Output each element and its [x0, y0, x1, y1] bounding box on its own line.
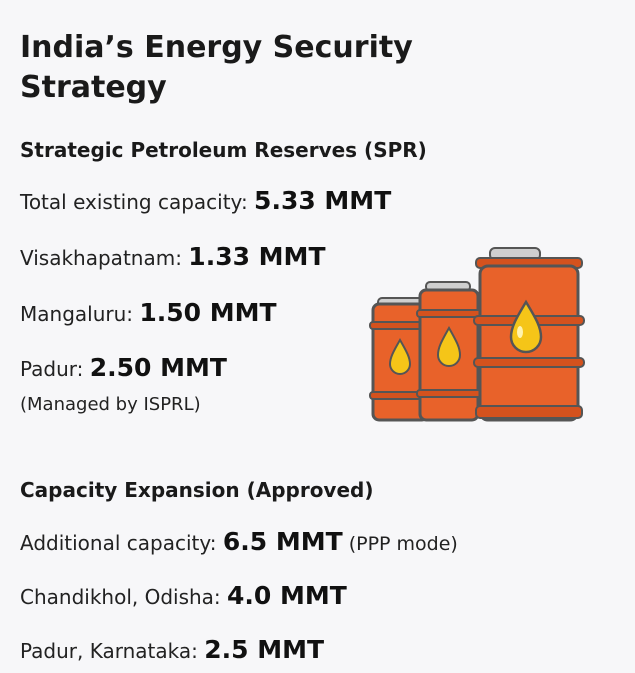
- spr-item-visakhapatnam: Visakhapatnam: 1.33 MMT: [20, 242, 326, 271]
- expansion-heading: Capacity Expansion (Approved): [20, 478, 374, 502]
- spr-item-label: Padur:: [20, 357, 90, 381]
- expansion-item-value: 2.5 MMT: [204, 635, 325, 664]
- page-title: India’s Energy Security Strategy: [20, 30, 413, 105]
- expansion-additional-row: Additional capacity: 6.5 MMT (PPP mode): [20, 527, 458, 556]
- spr-total-value: 5.33 MMT: [254, 186, 392, 215]
- spr-item-label: Mangaluru:: [20, 302, 140, 326]
- spr-item-mangaluru: Mangaluru: 1.50 MMT: [20, 298, 277, 327]
- expansion-item-value: 4.0 MMT: [227, 581, 347, 610]
- barrel-middle-icon: [416, 281, 482, 422]
- oil-barrels-icon: [368, 240, 593, 429]
- managed-note: (Managed by ISPRL): [20, 394, 201, 415]
- expansion-additional-value: 6.5 MMT: [222, 527, 343, 556]
- expansion-item-chandikhol: Chandikhol, Odisha: 4.0 MMT: [20, 581, 347, 610]
- expansion-additional-note: (PPP mode): [342, 533, 458, 555]
- expansion-item-label: Chandikhol, Odisha:: [20, 585, 228, 609]
- spr-item-padur: Padur: 2.50 MMT: [20, 353, 227, 382]
- expansion-item-label: Padur, Karnataka:: [20, 639, 205, 663]
- spr-total-label: Total existing capacity:: [20, 190, 255, 214]
- spr-item-value: 2.50 MMT: [89, 353, 227, 382]
- barrel-right-icon: [473, 247, 585, 422]
- spr-item-value: 1.33 MMT: [188, 242, 326, 271]
- spr-heading: Strategic Petroleum Reserves (SPR): [20, 138, 427, 162]
- spr-item-value: 1.50 MMT: [139, 298, 277, 327]
- expansion-additional-label: Additional capacity:: [20, 531, 223, 555]
- spr-item-label: Visakhapatnam:: [20, 246, 189, 270]
- spr-total-row: Total existing capacity: 5.33 MMT: [20, 186, 391, 215]
- expansion-item-padur: Padur, Karnataka: 2.5 MMT: [20, 635, 324, 664]
